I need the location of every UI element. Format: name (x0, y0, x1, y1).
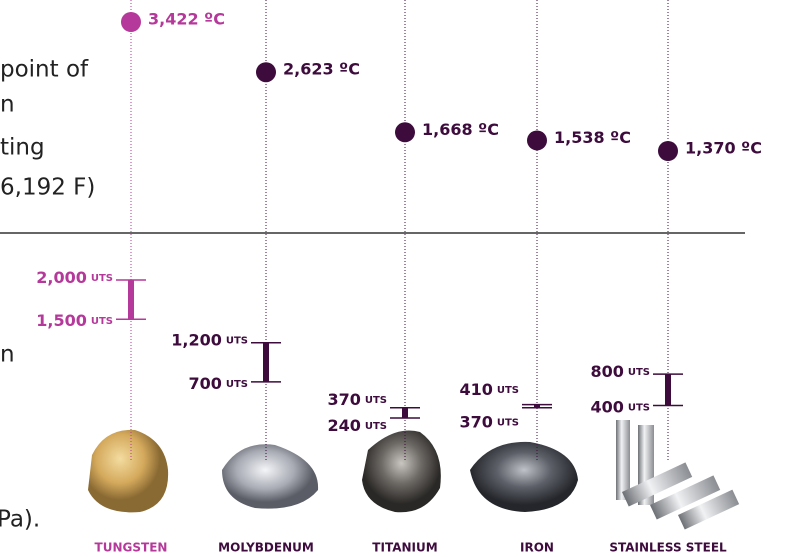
pictures (88, 420, 739, 530)
infographic: point of n ting 6,192 F) n Pa). 3,422 ºC 2,000 U… (0, 0, 787, 557)
melting-dot (256, 62, 276, 82)
melting-dot (658, 141, 678, 161)
material-name: TUNGSTEN (95, 541, 168, 555)
uts-range (263, 343, 269, 382)
uts-unit: UTS (628, 367, 650, 378)
uts-range (665, 374, 671, 405)
uts-value: 1,200 (171, 330, 222, 349)
uts-label: 370 UTS (459, 412, 519, 431)
melting-label: 2,623 ºC (283, 60, 360, 79)
uts-value: 370 (327, 390, 360, 409)
uts-label: 370 UTS (327, 390, 387, 409)
uts-value: 700 (188, 373, 221, 392)
body-text: n (0, 92, 15, 118)
melting-label: 3,422 ºC (148, 10, 225, 29)
uts-unit: UTS (497, 418, 519, 429)
body-text: 6,192 F) (0, 175, 95, 201)
uts-value: 400 (590, 397, 623, 416)
uts-unit: UTS (628, 402, 650, 413)
body-text: n (0, 342, 15, 368)
uts-unit: UTS (226, 379, 248, 390)
uts-value: 2,000 (36, 268, 87, 287)
uts-value: 240 (327, 415, 360, 434)
uts-label: 700 UTS (188, 373, 248, 392)
melting-dot (395, 122, 415, 142)
melting-dot (121, 12, 141, 32)
uts-value: 370 (459, 412, 492, 431)
uts-unit: UTS (365, 395, 387, 406)
melting-label: 1,370 ºC (685, 139, 762, 158)
uts-label: 410 UTS (459, 379, 519, 398)
material-name: TITANIUM (372, 541, 437, 555)
material-name: MOLYBDENUM (218, 541, 314, 555)
melting-label: 1,538 ºC (554, 128, 631, 147)
melting-dot (527, 130, 547, 150)
uts-unit: UTS (226, 336, 248, 347)
uts-value: 410 (459, 379, 492, 398)
uts-label: 2,000 UTS (36, 268, 113, 287)
uts-unit: UTS (365, 421, 387, 432)
uts-unit: UTS (91, 316, 113, 327)
uts-value: 1,500 (36, 311, 87, 330)
uts-label: 1,200 UTS (171, 330, 248, 349)
body-text: ting (0, 135, 45, 161)
uts-label: 400 UTS (590, 397, 650, 416)
uts-label: 240 UTS (327, 415, 387, 434)
uts-range (128, 280, 134, 319)
material-name: IRON (520, 541, 554, 555)
uts-range (402, 408, 408, 418)
uts-unit: UTS (497, 385, 519, 396)
material-name: STAINLESS STEEL (609, 541, 727, 555)
uts-label: 800 UTS (590, 362, 650, 381)
uts-label: 1,500 UTS (36, 311, 113, 330)
uts-unit: UTS (91, 273, 113, 284)
uts-value: 800 (590, 362, 623, 381)
melting-label: 1,668 ºC (422, 120, 499, 139)
body-text: Pa). (0, 507, 40, 533)
body-text: point of (0, 57, 89, 83)
